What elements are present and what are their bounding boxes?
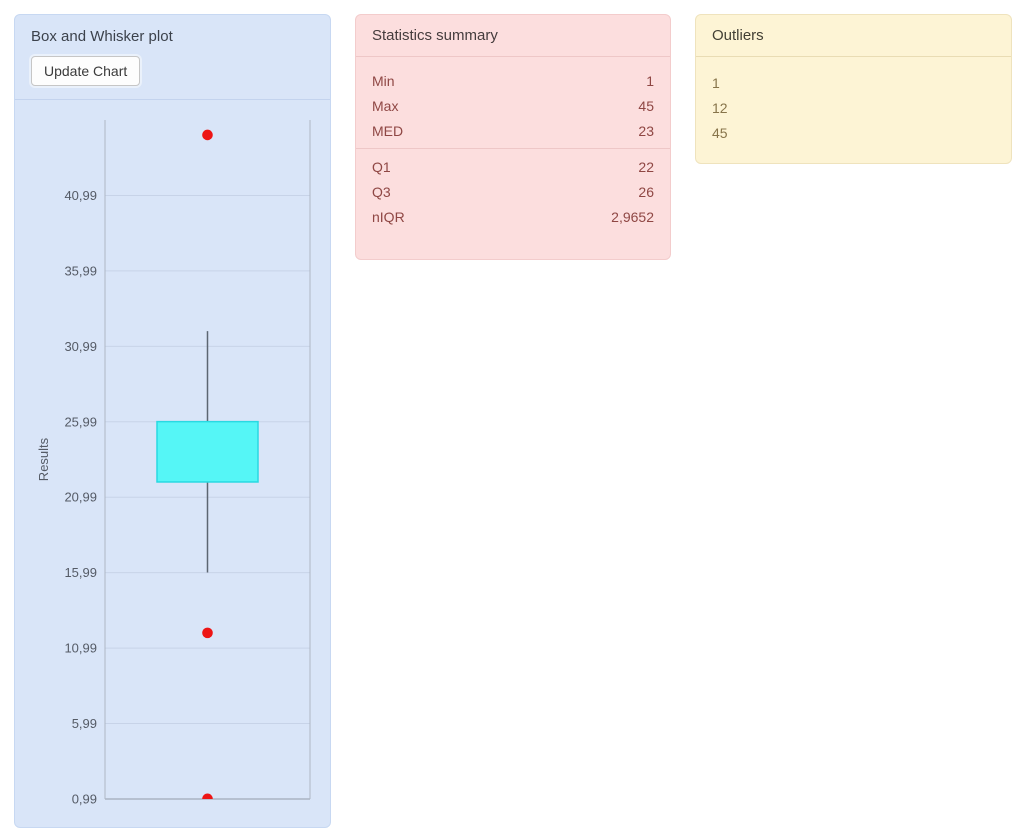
- y-tick-label: 35,99: [64, 263, 97, 278]
- outlier-dot: [202, 793, 213, 799]
- stat-row-niqr: nIQR 2,9652: [372, 204, 654, 229]
- box-whisker-panel-title: Box and Whisker plot: [31, 28, 173, 45]
- stat-label-q3: Q3: [372, 183, 391, 200]
- outliers-panel: Outliers 1 12 45: [695, 14, 1012, 164]
- outlier-dot: [202, 129, 213, 141]
- y-tick-label: 40,99: [64, 188, 97, 203]
- statistics-summary-panel: Statistics summary Min 1 Max 45 MED 23 Q…: [355, 14, 671, 260]
- iqr-box: [156, 420, 259, 483]
- y-tick-label: 15,99: [64, 565, 97, 580]
- outliers-panel-header: Outliers: [696, 15, 1011, 57]
- stat-label-max: Max: [372, 97, 399, 114]
- y-axis-title: Results: [36, 437, 51, 481]
- stat-value-q1: 22: [638, 158, 654, 175]
- outliers-list: 1 12 45: [696, 57, 1011, 158]
- outlier-dot: [202, 627, 213, 639]
- stat-value-min: 1: [646, 72, 654, 89]
- update-chart-button[interactable]: Update Chart: [31, 56, 141, 86]
- stat-row-max: Max 45: [372, 93, 654, 118]
- y-tick-label: 5,99: [72, 716, 97, 731]
- statistics-summary-title: Statistics summary: [372, 27, 498, 44]
- stat-row-q1: Q1 22: [372, 154, 654, 179]
- stat-value-max: 45: [638, 97, 654, 114]
- outlier-dots: [202, 129, 213, 799]
- box-whisker-panel: Box and Whisker plot Update Chart 0,99 5,…: [14, 14, 331, 828]
- stat-row-q3: Q3 26: [372, 179, 654, 204]
- stat-value-q3: 26: [638, 183, 654, 200]
- statistics-summary-header: Statistics summary: [356, 15, 670, 57]
- outlier-list-item: 12: [712, 100, 728, 116]
- box-whisker-panel-header: Box and Whisker plot Update Chart: [15, 15, 330, 100]
- stat-label-niqr: nIQR: [372, 208, 405, 225]
- statistics-summary-body: Min 1 Max 45 MED 23 Q1 22 Q3 26 nIQR 2,9…: [356, 57, 670, 241]
- y-tick-label: 0,99: [72, 792, 97, 807]
- outlier-list-item: 1: [712, 75, 720, 91]
- box-whisker-chart: 0,99 5,99 10,99 15,99 20,99 25,99 30,99 35,99 40…: [36, 120, 311, 807]
- y-tick-label: 25,99: [64, 414, 97, 429]
- stats-group-divider: [356, 148, 670, 149]
- stat-label-min: Min: [372, 72, 395, 89]
- y-tick-label: 30,99: [64, 339, 97, 354]
- stat-label-q1: Q1: [372, 158, 391, 175]
- y-tick-label: 10,99: [64, 641, 97, 656]
- stat-value-med: 23: [638, 122, 654, 139]
- stat-value-niqr: 2,9652: [611, 208, 654, 225]
- stat-row-min: Min 1: [372, 68, 654, 93]
- y-tick-label: 20,99: [64, 490, 97, 505]
- outliers-panel-title: Outliers: [712, 27, 764, 44]
- outlier-list-item: 45: [712, 125, 728, 141]
- stat-label-med: MED: [372, 122, 404, 139]
- stat-row-med: MED 23: [372, 118, 654, 143]
